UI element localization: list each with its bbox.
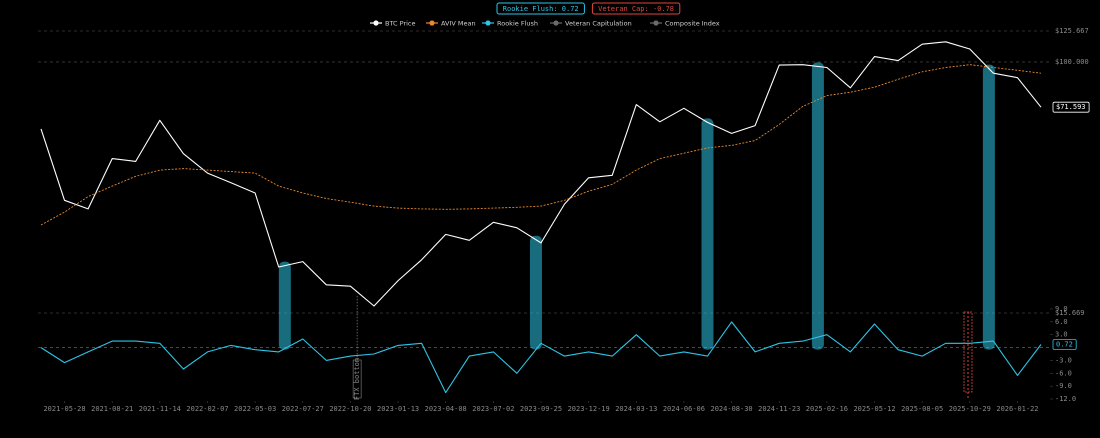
legend-label[interactable]: Rookie Flush [497, 20, 538, 28]
x-tick-label: 2022-05-03 [234, 405, 276, 413]
flush-highlight [701, 118, 714, 350]
flush-highlight [278, 261, 291, 350]
x-tick-label: 2023-01-13 [377, 405, 419, 413]
legend-label[interactable]: BTC Price [385, 20, 416, 28]
legend-marker[interactable] [553, 20, 559, 26]
y-tick-label: $125.667 [1055, 27, 1089, 35]
grid-layer [38, 30, 1053, 403]
x-tick-label: 2022-02-07 [186, 405, 228, 413]
badge-text: Veteran Cap: -0.78 [598, 5, 674, 13]
y2-tick-label: 9.0 [1055, 305, 1068, 313]
y2-tick-label: 6.0 [1055, 318, 1068, 326]
x-tick-label: 2025-05-12 [853, 405, 895, 413]
x-tick-label: 2023-07-02 [472, 405, 514, 413]
x-tick-label: 2024-06-06 [663, 405, 705, 413]
series-line [40, 321, 1042, 394]
x-tick-label: 2021-05-28 [43, 405, 85, 413]
series-line [40, 64, 1042, 226]
x-tick-label: 2023-12-19 [568, 405, 610, 413]
label-layer: Rookie Flush: 0.72 Veteran Cap: -0.78 BTC … [43, 2, 1090, 413]
x-tick-label: 2025-10-29 [949, 405, 991, 413]
legend-label[interactable]: AVIV Mean [441, 20, 476, 28]
legend-label[interactable]: Veteran Capitulation [565, 20, 632, 28]
annotation-text: FTX bottom [353, 358, 361, 400]
x-tick-label: 2025-08-05 [901, 405, 943, 413]
y-tick-label: $15.669 [1055, 309, 1085, 317]
legend-marker[interactable] [373, 20, 379, 26]
x-tick-label: 2023-04-08 [425, 405, 467, 413]
flush-highlight [982, 64, 995, 350]
x-tick-label: 2023-09-25 [520, 405, 562, 413]
legend-marker[interactable] [429, 20, 435, 26]
end-label: $71.593 [1056, 103, 1086, 111]
x-tick-label: 2024-03-13 [615, 405, 657, 413]
veteran-signal-box [963, 311, 973, 393]
x-tick-label: 2026-01-22 [996, 405, 1038, 413]
x-tick-label: 2021-08-21 [91, 405, 133, 413]
y2-tick-label: -12.0 [1055, 395, 1076, 403]
badge-text: Rookie Flush: 0.72 [503, 5, 579, 13]
end-label-box [1052, 101, 1090, 113]
flush-highlight [811, 62, 824, 350]
x-tick-label: 2021-11-14 [139, 405, 181, 413]
line-layer [40, 41, 1042, 394]
y-tick-label: $100.000 [1055, 58, 1089, 66]
x-tick-label: 2024-11-23 [758, 405, 800, 413]
highlight-layer [278, 62, 995, 350]
end-label: 0.72 [1056, 340, 1073, 348]
y2-tick-label: -9.0 [1055, 382, 1072, 390]
end-label-box [1052, 339, 1077, 350]
badge-box [591, 2, 681, 15]
y2-tick-label: 3.0 [1055, 331, 1068, 339]
x-tick-label: 2022-07-27 [282, 405, 324, 413]
badge-box [496, 2, 585, 15]
series-line [40, 41, 1042, 307]
annotation-box [352, 359, 362, 399]
flush-highlight [529, 235, 542, 350]
y2-tick-label: -3.0 [1055, 356, 1072, 364]
legend-marker[interactable] [485, 20, 491, 26]
legend-label[interactable]: Composite Index [665, 20, 720, 28]
x-tick-label: 2024-08-30 [711, 405, 753, 413]
x-tick-label: 2025-02-16 [806, 405, 848, 413]
y2-tick-label: -6.0 [1055, 369, 1072, 377]
legend-marker[interactable] [653, 20, 659, 26]
x-tick-label: 2022-10-20 [329, 405, 371, 413]
